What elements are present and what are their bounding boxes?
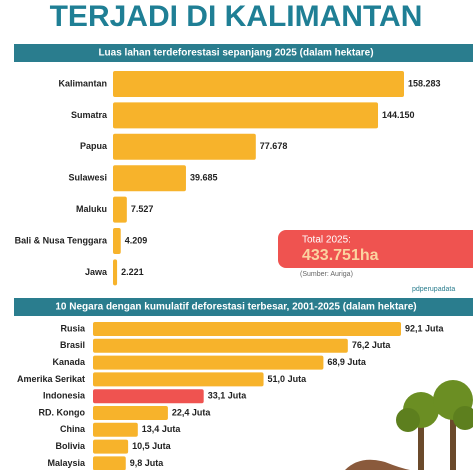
bar bbox=[93, 322, 401, 336]
bar bbox=[113, 228, 121, 254]
category-label: Malaysia bbox=[47, 458, 86, 468]
category-label: Bali & Nusa Tenggara bbox=[15, 235, 108, 245]
page-title: TERJADI DI KALIMANTAN bbox=[50, 0, 423, 33]
value-label: 144.150 bbox=[382, 110, 415, 120]
chart-title: 10 Negara dengan kumulatif deforestasi t… bbox=[55, 302, 416, 313]
category-label: Brasil bbox=[60, 340, 85, 350]
category-label: Papua bbox=[80, 141, 108, 151]
value-label: 22,4 Juta bbox=[172, 407, 212, 417]
category-label: China bbox=[60, 424, 86, 434]
category-label: RD. Kongo bbox=[39, 407, 86, 417]
bar bbox=[93, 372, 264, 387]
source: (Sumber: Auriga) bbox=[300, 271, 353, 278]
bar bbox=[113, 102, 379, 129]
category-label: Bolivia bbox=[55, 441, 86, 451]
category-label: Sumatra bbox=[71, 110, 108, 120]
category-label: Sulawesi bbox=[68, 173, 107, 183]
value-label: 13,4 Juta bbox=[142, 424, 182, 434]
bar bbox=[113, 71, 404, 97]
category-label: Rusia bbox=[60, 323, 86, 333]
value-label: 7.527 bbox=[131, 204, 154, 214]
logo: pdperupadata bbox=[412, 286, 455, 293]
category-label: Kalimantan bbox=[58, 78, 107, 88]
bar bbox=[93, 406, 168, 420]
total-value: 433.751ha bbox=[302, 247, 379, 264]
value-label: 68,9 Juta bbox=[327, 357, 367, 367]
value-label: 76,2 Juta bbox=[352, 340, 392, 350]
bar bbox=[113, 165, 186, 192]
bar bbox=[113, 133, 256, 160]
category-label: Amerika Serikat bbox=[17, 374, 85, 384]
bar bbox=[113, 196, 127, 223]
value-label: 4.209 bbox=[125, 235, 148, 245]
total-box bbox=[278, 230, 473, 268]
value-label: 39.685 bbox=[190, 173, 218, 183]
value-label: 33,1 Juta bbox=[208, 391, 248, 401]
value-label: 158.283 bbox=[408, 78, 441, 88]
bar bbox=[93, 389, 204, 404]
bar bbox=[113, 259, 118, 286]
bar bbox=[93, 422, 138, 437]
bar bbox=[93, 355, 324, 370]
bar bbox=[93, 439, 129, 454]
category-label: Kanada bbox=[52, 357, 86, 367]
chart-header bbox=[14, 44, 473, 62]
category-label: Indonesia bbox=[43, 391, 86, 401]
chart-title: Luas lahan terdeforestasi sepanjang 2025… bbox=[98, 48, 373, 59]
value-label: 9,8 Juta bbox=[130, 458, 165, 468]
category-label: Jawa bbox=[85, 267, 108, 277]
total-label: Total 2025: bbox=[302, 235, 351, 246]
bar bbox=[93, 456, 126, 471]
chart-header bbox=[14, 298, 473, 316]
value-label: 77.678 bbox=[260, 141, 288, 151]
value-label: 92,1 Juta bbox=[405, 323, 445, 333]
value-label: 2.221 bbox=[121, 267, 144, 277]
category-label: Maluku bbox=[76, 204, 107, 214]
value-label: 51,0 Juta bbox=[268, 374, 308, 384]
tree-illustration bbox=[345, 380, 473, 470]
value-label: 10,5 Juta bbox=[132, 441, 172, 451]
bar bbox=[93, 338, 348, 353]
